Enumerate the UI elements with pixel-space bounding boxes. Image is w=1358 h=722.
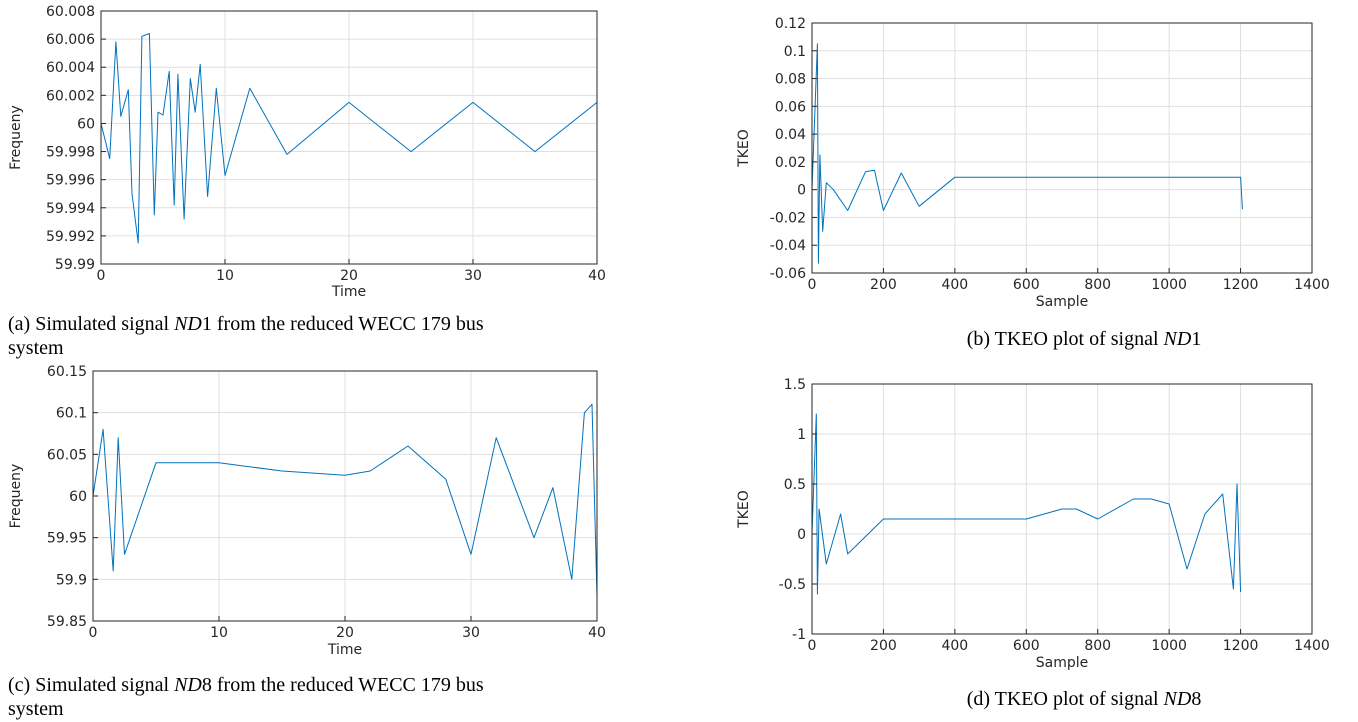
y-tick-label: 59.85	[47, 614, 87, 630]
y-tick-label: 0.08	[775, 72, 806, 88]
x-tick-label: 20	[340, 268, 358, 284]
series-line	[92, 403, 598, 597]
y-tick-label: 60.1	[56, 406, 87, 422]
y-tick-label: 60.002	[46, 88, 95, 104]
y-tick-label: 59.994	[46, 201, 95, 217]
y-tick-label: 0.12	[775, 16, 806, 32]
panel-b: 0 200 400 600 800 1000 1200 1400 -0.06 -0.04 -0.02…	[736, 16, 1330, 350]
y-tick-label: 60	[77, 116, 95, 132]
x-tick-label: 30	[464, 268, 482, 284]
panel-a: 0 10 20 30 40 59.99 59.992 59.994 59.996 59.998 60…	[8, 4, 606, 359]
y-tick-label: -0.5	[779, 577, 806, 593]
x-tick-label: 0	[89, 625, 98, 641]
x-tick-label: 20	[336, 625, 354, 641]
y-axis-label: Frequeny	[8, 105, 24, 170]
y-tick-label: 1	[797, 427, 806, 443]
y-tick-label: 0	[797, 527, 806, 543]
y-tick-label: 0.06	[775, 99, 806, 115]
x-tick-label: 1400	[1294, 277, 1330, 293]
x-tick-label: 200	[870, 277, 897, 293]
series-line	[811, 43, 1243, 264]
x-tick-label: 1000	[1151, 638, 1187, 654]
panel-d: 0 200 400 600 800 1000 1200 1400 -1 -0.5 0 0.5 1 1.5 S…	[736, 377, 1330, 710]
y-tick-label: 0.1	[784, 44, 806, 60]
y-tick-label: 59.99	[55, 257, 95, 273]
series-line	[811, 413, 1242, 595]
x-tick-label: 40	[588, 625, 606, 641]
y-tick-label: 60.008	[46, 4, 95, 20]
y-tick-label: 1.5	[784, 377, 806, 393]
x-tick-label: 10	[216, 268, 234, 284]
x-tick-label: 1200	[1223, 638, 1259, 654]
panel-caption: (c) Simulated signal ND8 from the reduce…	[8, 674, 484, 696]
x-tick-label: 400	[941, 277, 968, 293]
x-tick-label: 40	[588, 268, 606, 284]
y-tick-label: 0.02	[775, 155, 806, 171]
panel-caption: (a) Simulated signal ND1 from the reduce…	[8, 313, 484, 335]
x-tick-label: 0	[808, 277, 817, 293]
y-tick-label: 0	[797, 183, 806, 199]
x-axis-label: Sample	[1036, 294, 1089, 310]
x-tick-label: 800	[1084, 638, 1111, 654]
x-tick-label: 1400	[1294, 638, 1330, 654]
x-tick-label: 1000	[1151, 277, 1187, 293]
y-tick-label: 60.006	[46, 32, 95, 48]
x-tick-label: 200	[870, 638, 897, 654]
y-tick-label: 59.95	[47, 531, 87, 547]
x-tick-label: 0	[808, 638, 817, 654]
x-axis-label: Sample	[1036, 655, 1089, 671]
y-tick-label: 59.996	[46, 173, 95, 189]
x-axis-label: Time	[331, 284, 366, 300]
panel-caption: (b) TKEO plot of signal ND1	[967, 328, 1202, 350]
y-tick-label: 59.9	[56, 572, 87, 588]
y-axis-label: TKEO	[736, 129, 752, 168]
x-tick-label: 30	[462, 625, 480, 641]
x-tick-label: 600	[1013, 277, 1040, 293]
panel-caption: (d) TKEO plot of signal ND8	[967, 688, 1202, 710]
y-tick-label: -0.02	[770, 210, 806, 226]
panel-c: 0 10 20 30 40 59.85 59.9 59.95 60 60.05 60.1 60.15 T…	[8, 364, 606, 720]
x-tick-label: 400	[941, 638, 968, 654]
panel-caption-line2: system	[8, 698, 64, 720]
y-axis-label: Frequeny	[8, 464, 24, 529]
x-tick-label: 1200	[1223, 277, 1259, 293]
y-tick-label: 60.05	[47, 447, 87, 463]
y-axis-label: TKEO	[736, 490, 752, 529]
y-tick-label: -0.04	[770, 238, 806, 254]
y-tick-label: 60.004	[46, 60, 95, 76]
plot-frame	[811, 383, 1313, 635]
panel-caption-line2: system	[8, 337, 64, 359]
x-axis-label: Time	[327, 642, 362, 658]
series-line	[100, 33, 598, 244]
x-tick-label: 10	[210, 625, 228, 641]
y-tick-label: 59.998	[46, 145, 95, 161]
x-tick-label: 800	[1084, 277, 1111, 293]
y-tick-label: -1	[792, 627, 806, 643]
x-tick-label: 0	[97, 268, 106, 284]
y-tick-label: 0.5	[784, 477, 806, 493]
y-tick-label: -0.06	[770, 266, 806, 282]
y-tick-label: 59.992	[46, 229, 95, 245]
x-tick-label: 600	[1013, 638, 1040, 654]
plot-frame	[811, 22, 1313, 274]
y-tick-label: 60	[69, 489, 87, 505]
y-tick-label: 60.15	[47, 364, 87, 380]
y-tick-label: 0.04	[775, 127, 806, 143]
